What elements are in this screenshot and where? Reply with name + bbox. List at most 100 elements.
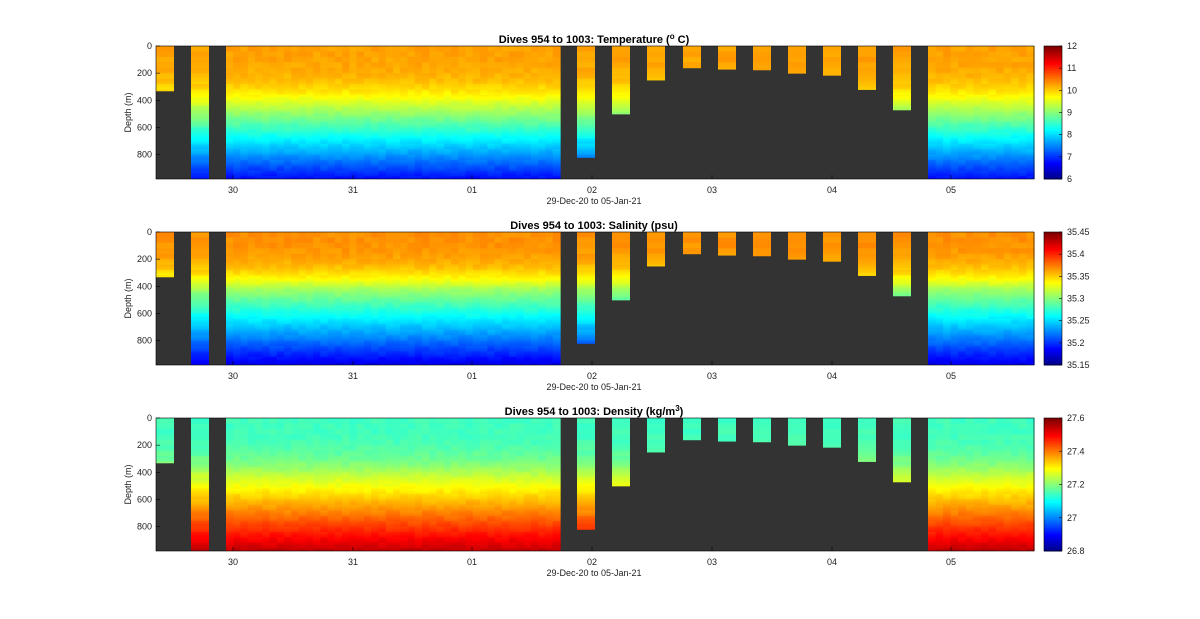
dive-profile [928, 418, 937, 551]
dive-profile [298, 418, 307, 551]
colorbar-tick-label: 27 [1067, 513, 1077, 523]
dive-profile [371, 46, 380, 179]
colorbar-tick-label: 11 [1067, 63, 1076, 73]
dive-profile [349, 232, 358, 365]
dive-profile [400, 418, 409, 551]
dive-profile [320, 46, 329, 179]
dive-profile [156, 232, 174, 278]
dive-profile [472, 232, 481, 365]
y-axis-label: Depth (m) [123, 278, 133, 318]
dive-profile [443, 46, 452, 179]
colorbar-tick-label: 35.45 [1067, 227, 1090, 237]
dive-profile [928, 46, 937, 179]
dive-profile [305, 418, 314, 551]
colorbar-tick-label: 7 [1067, 152, 1072, 162]
dive-profile [400, 232, 409, 365]
dive-profile [247, 46, 256, 179]
dive-profile [451, 232, 459, 365]
plot-frame [155, 45, 1035, 180]
dive-profile [487, 232, 496, 365]
y-axis-label: Depth (m) [123, 464, 133, 504]
dive-profile [1026, 232, 1035, 365]
dive-profile [269, 46, 278, 179]
dive-profile [487, 46, 496, 179]
x-axis-label: 29-Dec-20 to 05-Jan-21 [546, 382, 641, 392]
dive-profile [298, 232, 307, 365]
dive-profile [269, 418, 278, 551]
dive-profile [943, 232, 952, 365]
dive-profile [414, 418, 423, 551]
y-tick-label: 800 [137, 150, 152, 160]
dive-profile [291, 232, 300, 365]
dive-profile [255, 232, 263, 365]
dive-profile [1018, 232, 1028, 365]
dive-profile [156, 418, 174, 464]
panel-density: 0 200 400 600 800 30 31 01 02 03 04 05 29-Dec-20 to … [123, 404, 1085, 578]
x-tick-label: 01 [467, 557, 477, 567]
colorbar-tick-label: 35.4 [1067, 249, 1085, 259]
dive-profile [1011, 418, 1020, 551]
dive-profile [356, 232, 365, 365]
dive-profile [313, 418, 321, 551]
dive-profile [233, 418, 242, 551]
x-tick-label: 30 [228, 557, 238, 567]
y-tick-label: 600 [137, 494, 152, 504]
dive-profile [342, 418, 351, 551]
dive-profile [276, 46, 285, 179]
dive-profile [378, 232, 387, 365]
dive-profile [996, 46, 1005, 179]
dive-profile [753, 46, 771, 71]
x-tick-label: 30 [228, 185, 238, 195]
dive-profile [349, 46, 358, 179]
dive-profile [509, 418, 518, 551]
dive-profile [523, 232, 532, 365]
x-tick-label: 03 [707, 557, 717, 567]
colorbar-tick-label: 35.2 [1067, 338, 1085, 348]
dive-profile [458, 232, 467, 365]
colorbar: 27.6 27.4 27.2 27 26.8 [1043, 413, 1085, 556]
dive-profile [291, 418, 300, 551]
dive-profile [530, 46, 539, 179]
dive-profile [501, 418, 510, 551]
dive-profile [494, 418, 503, 551]
dive-profile [320, 418, 329, 551]
dive-profile [981, 418, 990, 551]
dive-profile [494, 232, 503, 365]
x-axis-label: 29-Dec-20 to 05-Jan-21 [546, 568, 641, 578]
dive-profile [156, 46, 174, 92]
dive-profile [356, 46, 365, 179]
dive-profile [647, 232, 665, 267]
dive-profile [753, 232, 771, 257]
dive-profile [823, 418, 841, 448]
dive-profile [753, 418, 771, 443]
dive-profile [414, 46, 423, 179]
dive-profile [276, 418, 285, 551]
y-tick-label: 600 [137, 308, 152, 318]
dive-profile [858, 46, 876, 90]
chart-title-main: Dives 954 to 1003: Temperature ( [499, 34, 670, 46]
dive-profile [465, 418, 474, 551]
x-tick-label: 02 [587, 371, 597, 381]
plot-frame [155, 417, 1035, 552]
dive-profile [191, 418, 209, 551]
colorbar-tick-label: 10 [1067, 85, 1077, 95]
dive-profile [276, 232, 285, 365]
dive-profile [422, 232, 430, 365]
x-axis-label: 29-Dec-20 to 05-Jan-21 [546, 196, 641, 206]
dive-profile [973, 418, 982, 551]
dive-profile [414, 232, 423, 365]
dive-profile [378, 418, 387, 551]
dive-profile [240, 232, 249, 365]
x-tick-label: 31 [348, 185, 358, 195]
dive-profile [612, 232, 630, 301]
dive-profile [465, 46, 474, 179]
dive-profile [393, 418, 401, 551]
dive-profile [393, 232, 401, 365]
dive-profile [577, 232, 595, 344]
dive-profile [305, 232, 314, 365]
dive-profile [1011, 232, 1020, 365]
colorbar-tick-label: 8 [1067, 130, 1072, 140]
dive-profile [981, 46, 990, 179]
dive-profile [191, 46, 209, 179]
dive-profile [298, 46, 307, 179]
